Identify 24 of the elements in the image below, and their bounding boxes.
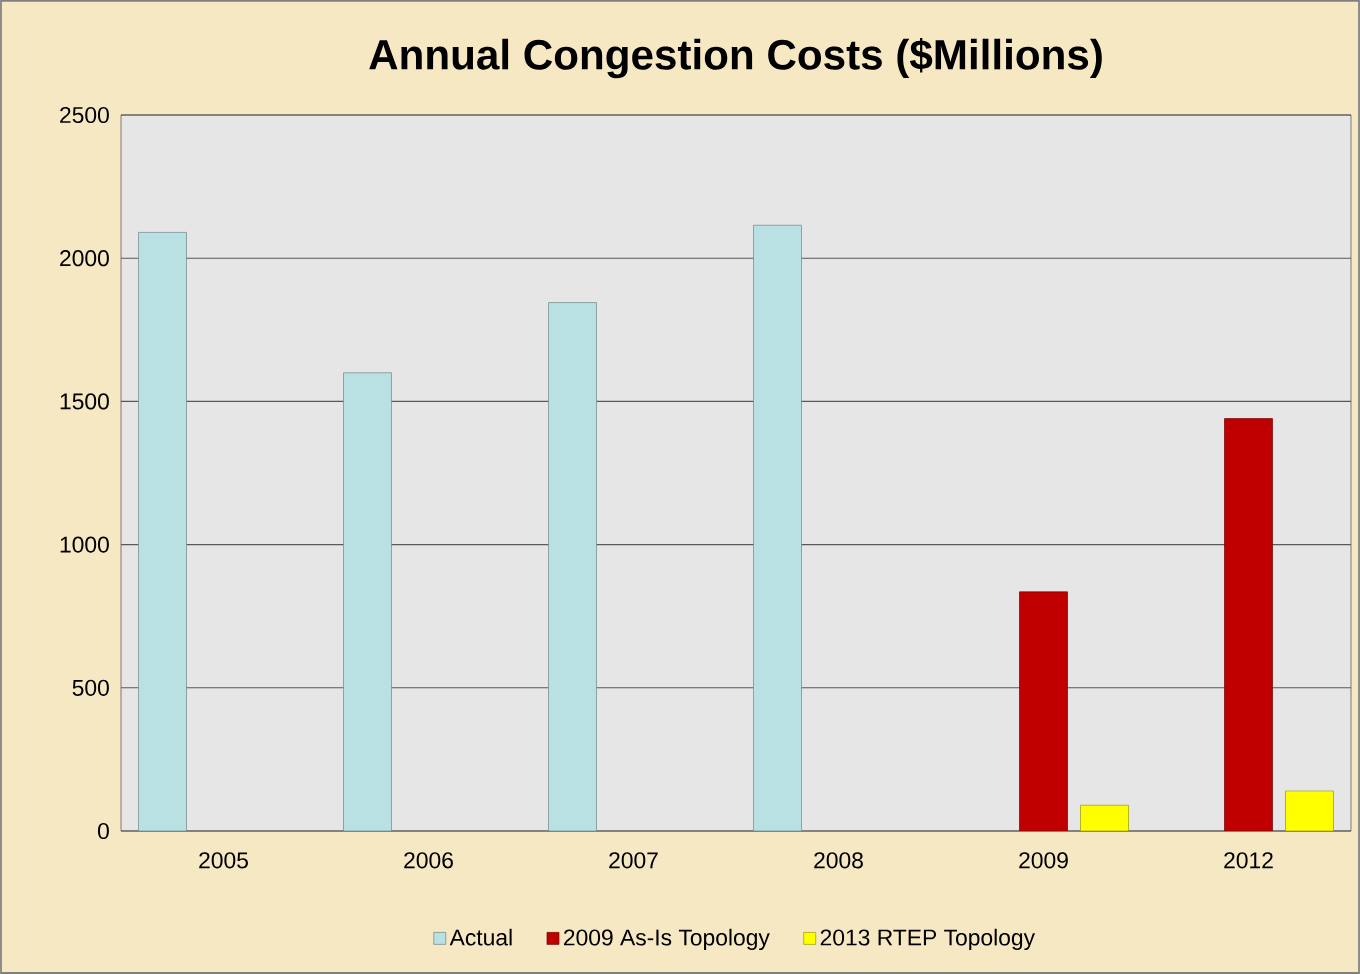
y-tick-label: 500 <box>72 679 109 696</box>
x-tick-label: 2006 <box>404 852 453 869</box>
x-tick-label: 2007 <box>609 852 658 869</box>
bar <box>343 372 392 831</box>
bar <box>1080 804 1129 831</box>
bar <box>1285 790 1334 831</box>
y-tick-label: 2500 <box>60 106 109 124</box>
x-tick-label: 2012 <box>1224 852 1273 869</box>
x-tick-label: 2008 <box>814 852 863 869</box>
y-tick-label: 0 <box>97 822 109 840</box>
y-tick-label: 2000 <box>60 250 109 267</box>
y-tick-label: 1000 <box>60 536 109 553</box>
legend-label: 2013 RTEP Topology <box>820 928 1035 951</box>
legend-label: 2009 As-Is Topology <box>564 928 770 951</box>
legend-label: Actual <box>449 928 512 946</box>
bar <box>138 232 187 831</box>
bar <box>1019 591 1068 831</box>
x-tick-label: 2009 <box>1019 852 1068 869</box>
chart-title: Annual Congestion Costs ($Millions) <box>369 38 1102 79</box>
x-tick-label: 2005 <box>199 852 248 869</box>
bar <box>753 224 802 831</box>
y-tick-label: 1500 <box>60 393 109 410</box>
bar <box>1224 418 1273 831</box>
bar <box>548 302 597 831</box>
